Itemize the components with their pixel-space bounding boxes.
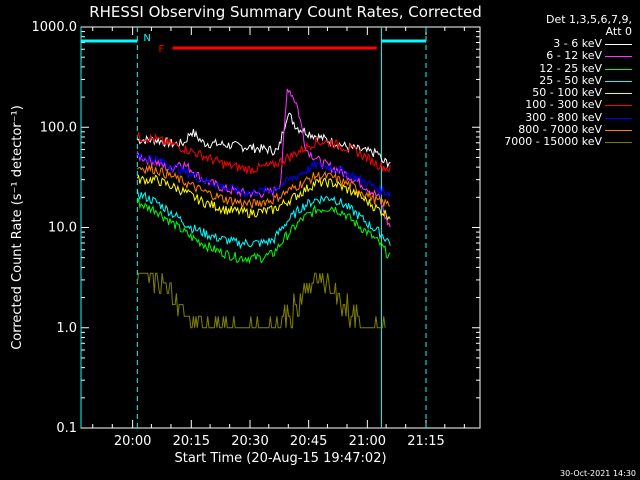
x-tick-label: 20:30 <box>231 434 268 449</box>
legend-label: 800 - 7000 keV <box>518 123 602 137</box>
legend-header-line-2: Att 0 <box>605 25 632 38</box>
series-line-800-7000keV <box>136 164 391 209</box>
footer-timestamp: 30-Oct-2021 14:30 <box>560 469 636 478</box>
series-line-12-25keV <box>136 197 391 265</box>
series-line-300-800keV <box>136 152 391 198</box>
legend-label: 3 - 6 keV <box>553 37 602 50</box>
y-axis-label: Corrected Count Rate (s⁻¹ detector⁻¹) <box>10 105 25 350</box>
legend-swatch <box>605 44 632 45</box>
legend-item: 300 - 800 keV <box>480 110 638 124</box>
legend-swatch <box>605 68 632 70</box>
series-line-7000-15000keV <box>136 272 386 329</box>
legend-label: 300 - 800 keV <box>525 110 602 124</box>
legend-item: 800 - 7000 keV <box>480 123 638 137</box>
legend-label: 25 - 50 keV <box>539 73 602 87</box>
legend-item: 6 - 12 keV <box>480 49 638 63</box>
legend-label: 12 - 25 keV <box>539 61 602 75</box>
legend-swatch <box>605 130 632 132</box>
legend-label: 100 - 300 keV <box>525 98 602 112</box>
legend-item: 7000 - 15000 keV <box>480 136 638 148</box>
series-line-100-300keV <box>136 130 391 175</box>
chart-title: RHESSI Observing Summary Count Rates, Co… <box>89 3 482 21</box>
legend: Det 1,3,5,6,7,9, Att 0 3 - 6 keV 6 - 12 k… <box>480 14 638 149</box>
legend-swatch <box>605 142 632 144</box>
legend-label: 7000 - 15000 keV <box>504 135 602 149</box>
x-tick-label: 20:45 <box>290 434 327 449</box>
x-tick-label: 21:00 <box>349 434 386 449</box>
x-axis-label: Start Time (20-Aug-15 19:47:02) <box>174 451 386 466</box>
legend-swatch <box>605 56 632 58</box>
legend-label: 50 - 100 keV <box>532 86 602 100</box>
y-tick-label: 1.0 <box>56 321 77 336</box>
x-tick-label: 20:15 <box>173 434 210 449</box>
y-tick-label: 0.1 <box>56 421 77 436</box>
x-tick-label: 21:15 <box>407 434 444 449</box>
legend-item: 100 - 300 keV <box>480 99 638 111</box>
legend-swatch <box>605 93 632 95</box>
legend-item: 12 - 25 keV <box>480 61 638 75</box>
series-line-3-6keV <box>137 112 391 169</box>
legend-item: 50 - 100 keV <box>480 86 638 100</box>
legend-header-line-1: Det 1,3,5,6,7,9, <box>545 13 632 26</box>
y-tick-label: 10.0 <box>48 221 77 236</box>
x-tick-label: 20:00 <box>114 434 151 449</box>
y-tick-label: 100.0 <box>40 120 77 135</box>
plot-frame <box>80 26 481 429</box>
legend-swatch <box>605 80 632 82</box>
legend-label: 6 - 12 keV <box>546 49 602 63</box>
night-label: N <box>143 33 150 44</box>
legend-item: 3 - 6 keV <box>480 37 638 50</box>
series-line-25-50keV <box>136 188 391 250</box>
series-line-50-100keV <box>136 174 391 221</box>
legend-swatch <box>605 105 632 107</box>
legend-item: 25 - 50 keV <box>480 73 638 87</box>
flare-label: F <box>159 44 165 55</box>
y-tick-label: 1000.0 <box>32 20 78 35</box>
legend-swatch <box>605 117 632 119</box>
